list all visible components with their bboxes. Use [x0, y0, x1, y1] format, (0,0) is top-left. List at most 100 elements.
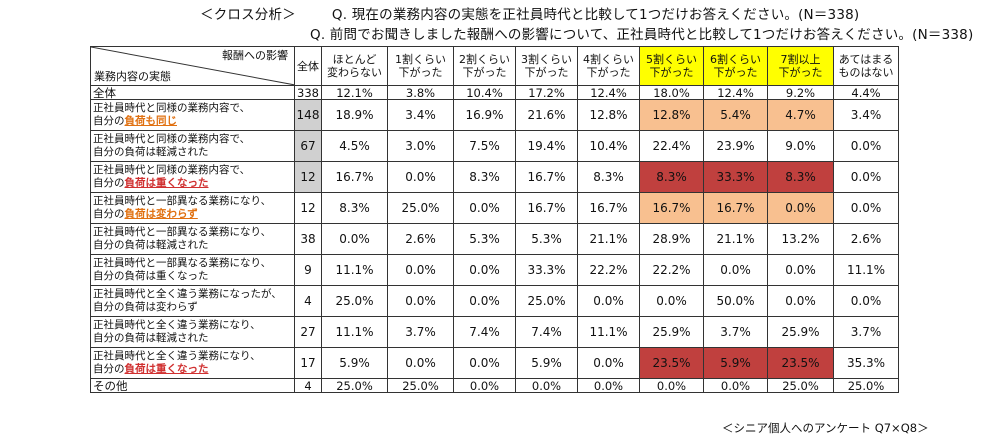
row-total: 4 [294, 378, 322, 393]
value-cell: 7.4% [453, 316, 516, 348]
col-header-line: 3割くらい [521, 53, 572, 66]
col-header: あてはまる ものはない [833, 46, 899, 86]
value-cell: 0.0% [767, 285, 834, 317]
table-row: 正社員時代と一部異なる業務になり、 自分の負荷は重くなった 9 11.1% 0.0% 0.… [90, 254, 899, 286]
row-label-line-2: 自分の負荷は軽減された [93, 332, 209, 344]
table-row: 全体 338 12.1% 3.8% 10.4% 17.2% 12.4% 18.0% 12.4% 9… [90, 85, 899, 100]
question-1: Q. 現在の業務内容の実態を正社員時代と比較して1つだけお答えください。(N＝3… [331, 7, 860, 23]
row-label-line-1: その他 [93, 378, 128, 393]
col-header-line: ものはない [838, 66, 894, 79]
value-cell: 0.0% [321, 223, 388, 255]
value-cell: 16.9% [453, 99, 516, 131]
col-header-line: 全体 [297, 59, 319, 73]
row-label: 全体 [90, 85, 295, 100]
value-cell: 0.0% [453, 347, 516, 379]
col-header-line: 下がった [462, 66, 507, 79]
value-cell: 22.4% [639, 130, 704, 162]
value-cell: 0.0% [515, 378, 578, 393]
value-cell: 25.0% [321, 285, 388, 317]
value-cell: 0.0% [833, 192, 899, 224]
value-cell: 0.0% [639, 378, 704, 393]
value-cell: 5.3% [515, 223, 578, 255]
value-cell: 3.7% [833, 316, 899, 348]
value-cell: 12.1% [321, 85, 388, 100]
value-cell: 5.9% [703, 347, 768, 379]
header: ＜クロス分析＞ Q. 現在の業務内容の実態を正社員時代と比較して1つだけお答えくだ… [0, 0, 1006, 44]
row-total: 9 [294, 254, 322, 286]
value-cell: 25.0% [387, 378, 454, 393]
row-label: 正社員時代と一部異なる業務になり、 自分の負荷は軽減された [90, 223, 295, 255]
col-header-line: 4割くらい [583, 53, 634, 66]
value-cell: 2.6% [833, 223, 899, 255]
value-cell: 0.0% [453, 378, 516, 393]
value-cell: 12.8% [639, 99, 704, 131]
value-cell: 25.0% [321, 378, 388, 393]
value-cell: 16.7% [577, 192, 640, 224]
value-cell: 25.9% [767, 316, 834, 348]
col-header: 3割くらい 下がった [515, 46, 578, 86]
value-cell: 0.0% [577, 378, 640, 393]
table-row: 正社員時代と同様の業務内容で、 自分の負荷は軽減された 67 4.5% 3.0% 7.5%… [90, 130, 899, 162]
col-header: 2割くらい 下がった [453, 46, 516, 86]
value-cell: 0.0% [767, 192, 834, 224]
header-row: 報酬への影響 業務内容の実態 全体 ほとんど 変わらない 1割くらい 下がった 2割… [90, 46, 899, 86]
row-label-emphasis: 負荷も同じ [124, 115, 178, 127]
value-cell: 0.0% [453, 254, 516, 286]
row-label: 正社員時代と同様の業務内容で、 自分の負荷も同じ [90, 99, 295, 131]
col-header-line: 下がった [778, 66, 823, 79]
corner-bottom-label: 業務内容の実態 [94, 70, 171, 83]
value-cell: 0.0% [387, 161, 454, 193]
value-cell: 0.0% [577, 285, 640, 317]
row-label: 正社員時代と全く違う業務になったが、 自分の負荷は変わらず [90, 285, 295, 317]
value-cell: 11.1% [321, 316, 388, 348]
value-cell: 0.0% [703, 378, 768, 393]
value-cell: 19.4% [515, 130, 578, 162]
col-header: ほとんど 変わらない [321, 46, 388, 86]
row-label: 正社員時代と全く違う業務になり、 自分の負荷は軽減された [90, 316, 295, 348]
row-label-line-2: 自分の [93, 115, 125, 127]
value-cell: 10.4% [577, 130, 640, 162]
col-header: 4割くらい 下がった [577, 46, 640, 86]
table-row: その他 4 25.0% 25.0% 0.0% 0.0% 0.0% 0.0% 0.0% 25.0% 2… [90, 378, 899, 393]
value-cell: 7.5% [453, 130, 516, 162]
value-cell: 0.0% [833, 130, 899, 162]
value-cell: 0.0% [703, 254, 768, 286]
value-cell: 25.0% [515, 285, 578, 317]
row-label-line-1: 正社員時代と同様の業務内容で、 [93, 102, 251, 114]
col-header-line: ほとんど [332, 53, 377, 66]
value-cell: 33.3% [515, 254, 578, 286]
row-label: 正社員時代と一部異なる業務になり、 自分の負荷は変わらず [90, 192, 295, 224]
value-cell: 0.0% [833, 161, 899, 193]
table-row: 正社員時代と同様の業務内容で、 自分の負荷も同じ 148 18.9% 3.4% 16.9%… [90, 99, 899, 131]
row-label-line-2: 自分の負荷は重くなった [93, 270, 209, 282]
col-header-line: 2割くらい [459, 53, 510, 66]
row-label-emphasis: 負荷は重くなった [124, 177, 209, 189]
table-row: 正社員時代と全く違う業務になり、 自分の負荷は重くなった 17 5.9% 0.0% 0.0… [90, 347, 899, 379]
value-cell: 5.3% [453, 223, 516, 255]
value-cell: 4.5% [321, 130, 388, 162]
value-cell: 23.9% [703, 130, 768, 162]
value-cell: 3.8% [387, 85, 454, 100]
row-total: 148 [294, 99, 322, 131]
col-header-line: 下がった [586, 66, 631, 79]
table-body: 全体 338 12.1% 3.8% 10.4% 17.2% 12.4% 18.0% 12.4% 9… [90, 85, 899, 393]
col-header-line: 下がった [713, 66, 758, 79]
corner-cell: 報酬への影響 業務内容の実態 [90, 46, 295, 86]
row-label-line-2: 自分の負荷は軽減された [93, 146, 209, 158]
value-cell: 3.4% [387, 99, 454, 131]
row-total: 12 [294, 161, 322, 193]
row-label-line-1: 正社員時代と同様の業務内容で、 [93, 164, 251, 176]
value-cell: 12.4% [703, 85, 768, 100]
row-total: 12 [294, 192, 322, 224]
value-cell: 11.1% [577, 316, 640, 348]
col-header-line: 5割くらい [646, 53, 697, 66]
value-cell: 0.0% [387, 254, 454, 286]
value-cell: 21.1% [703, 223, 768, 255]
value-cell: 0.0% [387, 285, 454, 317]
row-total: 27 [294, 316, 322, 348]
col-header: 6割くらい 下がった [703, 46, 768, 86]
value-cell: 12.4% [577, 85, 640, 100]
col-header: 5割くらい 下がった [639, 46, 704, 86]
value-cell: 16.7% [639, 192, 704, 224]
row-label-line-1: 正社員時代と一部異なる業務になり、 [93, 195, 272, 207]
